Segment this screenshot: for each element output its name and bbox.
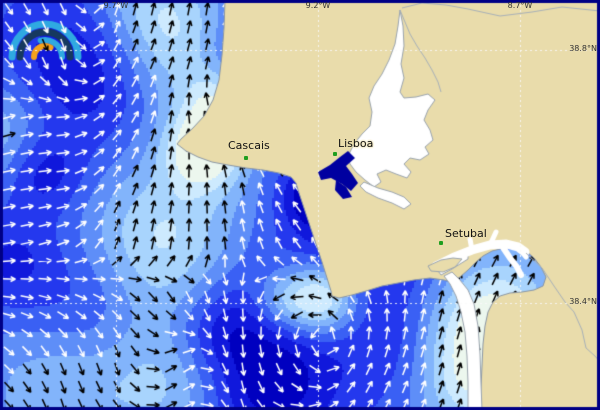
current-vector-field-canvas[interactable] — [0, 0, 600, 410]
ocean-current-map-container: 9.7°W 9.2°W 8.7°W 38.8°N 38.4°N Cascais … — [0, 0, 600, 410]
